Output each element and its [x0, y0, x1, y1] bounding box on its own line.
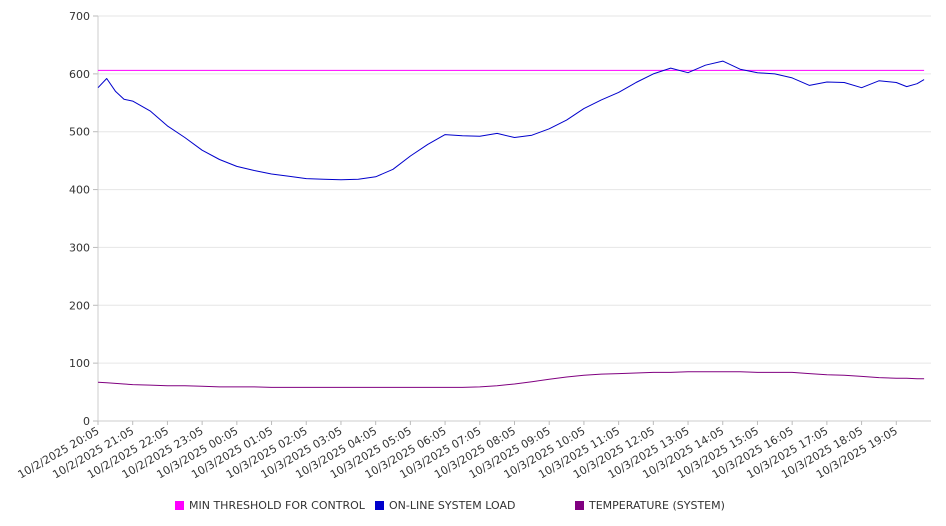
y-tick-label: 600: [69, 68, 90, 81]
legend-swatch: [375, 500, 384, 510]
y-tick-label: 700: [69, 10, 90, 23]
legend-label: MIN THRESHOLD FOR CONTROL: [189, 498, 365, 512]
grid-lines: [98, 15, 931, 422]
series-line-2: [97, 371, 925, 388]
series-lines: [97, 60, 925, 388]
legend-item-temperature[interactable]: TEMPERATURE (SYSTEM): [575, 498, 725, 512]
y-tick-label: 200: [69, 299, 90, 312]
legend-item-min-threshold[interactable]: MIN THRESHOLD FOR CONTROL: [175, 498, 365, 512]
y-tick-label: 0: [83, 415, 90, 428]
legend-swatch: [175, 500, 184, 510]
y-tick-label: 300: [69, 241, 90, 254]
legend-swatch: [575, 500, 584, 510]
y-tick-label: 100: [69, 357, 90, 370]
y-tick-label: 500: [69, 126, 90, 139]
y-tick-label: 400: [69, 184, 90, 197]
series-line-1: [97, 60, 925, 181]
y-axis: 0 100 200 300 400 500 600 700: [69, 10, 99, 428]
legend-label: ON-LINE SYSTEM LOAD: [389, 498, 516, 512]
legend-label: TEMPERATURE (SYSTEM): [589, 498, 725, 512]
legend-item-system-load[interactable]: ON-LINE SYSTEM LOAD: [375, 498, 515, 512]
